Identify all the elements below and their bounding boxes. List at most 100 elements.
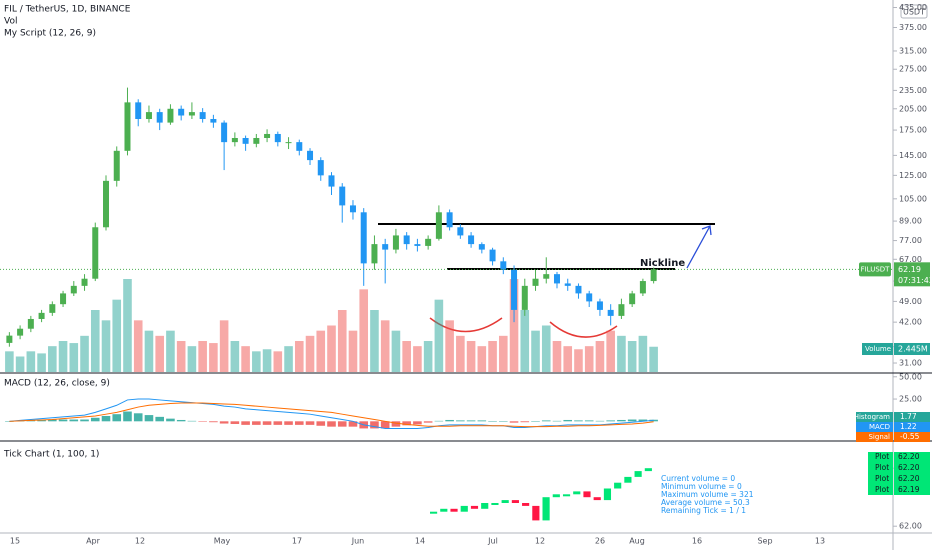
candle-body — [639, 281, 646, 294]
legend-value: 1.77 — [900, 412, 917, 421]
histogram-bar — [563, 419, 573, 422]
candle-body — [339, 186, 346, 206]
candle-body — [253, 137, 260, 144]
candle-body — [317, 160, 324, 176]
candle-body — [27, 318, 34, 329]
info-line: Remaining Tick = 1 / 1 — [661, 506, 746, 515]
x-tick-label: May — [214, 537, 231, 546]
histogram-bar — [69, 419, 79, 422]
volume-bar — [595, 341, 605, 372]
candle-body — [403, 235, 410, 245]
plot-box — [894, 452, 930, 495]
volume-bar — [284, 346, 293, 372]
legend-box — [856, 422, 893, 432]
histogram-bar — [434, 420, 444, 422]
candle-body — [156, 112, 163, 123]
y-tick-label: 125.00 — [899, 171, 927, 180]
candle-body — [210, 119, 217, 123]
pane-title: Tick Chart (1, 100, 1) — [3, 450, 99, 460]
tick-bar — [511, 500, 519, 503]
volume-bar — [649, 346, 658, 372]
candle-body — [124, 102, 131, 151]
volume-tag-name: Volume — [865, 345, 891, 353]
y-tick-label: 25.00 — [899, 395, 922, 404]
histogram-bar — [219, 421, 229, 424]
candle-body — [629, 293, 636, 305]
tick-bar — [501, 500, 509, 503]
histogram-bar — [552, 420, 562, 422]
y-tick-label: 315.00 — [899, 46, 927, 55]
candle-body — [532, 278, 539, 286]
histogram-bar — [273, 421, 283, 425]
symbol-tag — [859, 262, 891, 277]
histogram-bar — [466, 420, 476, 422]
candle-body — [167, 108, 174, 123]
x-tick-label: 14 — [415, 537, 425, 546]
volume-bar — [294, 341, 304, 372]
value-box — [894, 422, 930, 432]
tick-bar — [593, 497, 601, 501]
symbol-tag-text: FILUSDT — [861, 265, 891, 273]
volume-bar — [391, 330, 401, 372]
candle-body — [92, 227, 99, 279]
candle-body — [521, 285, 528, 310]
y-tick-label: 235.00 — [899, 86, 927, 95]
tick-bar — [644, 468, 652, 472]
histogram-bar — [316, 421, 326, 426]
legend-name: Signal — [868, 433, 890, 441]
histogram-bar — [584, 420, 594, 422]
info-line: Average volume = 50.3 — [661, 498, 750, 507]
volume-bar — [413, 346, 422, 372]
x-tick-label: 15 — [10, 537, 20, 546]
y-tick-label: 67.00 — [899, 255, 922, 264]
price-tag-text: 62.19 — [898, 265, 921, 274]
price-tag — [894, 262, 930, 287]
histogram-bar — [90, 417, 100, 422]
histogram-bar — [101, 415, 111, 422]
volume-bar — [198, 341, 207, 372]
tick-bar — [430, 511, 438, 514]
candle-body — [113, 150, 120, 181]
volume-bar — [26, 351, 36, 372]
candle-body — [221, 122, 228, 143]
legend-box — [856, 412, 893, 422]
legend-value: 1.22 — [900, 422, 917, 431]
volume-bar — [520, 310, 530, 372]
y-tick-label: 77.00 — [899, 236, 922, 245]
volume-bar — [541, 325, 551, 372]
x-tick-label: 17 — [292, 537, 302, 546]
tick-bar — [552, 494, 560, 498]
candle-body — [618, 304, 625, 316]
annotation: Nickline — [640, 258, 685, 269]
histogram-bar — [477, 420, 487, 422]
candle-body — [49, 304, 56, 313]
volume-bar — [133, 320, 143, 372]
macd-line — [9, 398, 654, 429]
volume-bar — [348, 330, 358, 372]
candle-body — [178, 108, 185, 116]
histogram-bar — [294, 421, 304, 425]
currency: USDT — [903, 8, 925, 17]
y-tick-label: 275.00 — [899, 65, 927, 74]
volume-bar — [327, 325, 336, 372]
histogram-bar — [574, 420, 583, 422]
plot-name: Plot — [875, 452, 889, 461]
candle-body — [349, 205, 356, 213]
candle-body — [328, 175, 335, 187]
candle-body — [199, 112, 206, 120]
y-tick-label: 375.00 — [899, 23, 927, 32]
volume-bar — [359, 289, 369, 372]
histogram-bar — [284, 421, 293, 425]
head-arc — [549, 321, 618, 338]
volume-bar — [402, 341, 411, 372]
volume-bar — [273, 351, 283, 372]
x-tick-label: Apr — [86, 537, 101, 546]
volume-bar — [155, 335, 164, 372]
y-tick-label: 205.00 — [899, 104, 927, 113]
histogram-bar — [531, 421, 540, 422]
volume-bar — [445, 320, 454, 372]
volume-bar — [606, 330, 615, 372]
macd-line — [9, 402, 654, 428]
volume-bar — [563, 346, 573, 372]
